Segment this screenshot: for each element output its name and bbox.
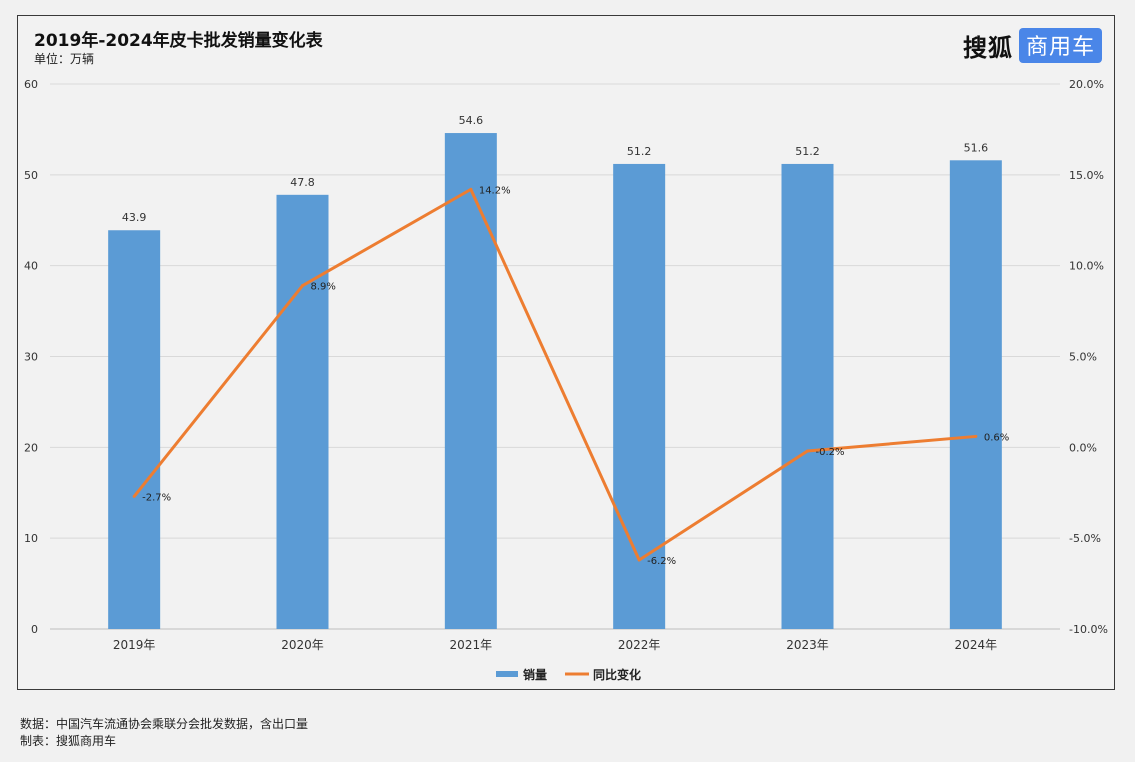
unit-label: 单位：万辆: [34, 52, 95, 66]
line-data-label: -6.2%: [647, 556, 676, 567]
line-point: [132, 494, 136, 498]
chart-frame: 2019年-2024年皮卡批发销量变化表 单位：万辆 搜狐 商用车: [17, 15, 1115, 690]
y-left-tick-label: 40: [24, 260, 38, 273]
line-data-label: -2.7%: [142, 492, 171, 503]
logo-text: 搜狐: [962, 33, 1013, 62]
legend-label-line: 同比变化: [593, 667, 641, 682]
bar: [276, 194, 329, 630]
y-left-tick-label: 60: [24, 78, 38, 91]
source-note: 数据：中国汽车流通协会乘联分会批发数据，含出口量: [20, 717, 309, 731]
x-tick-label: 2022年: [618, 638, 661, 652]
x-tick-label: 2019年: [113, 638, 156, 652]
y-right-tick-label: 0.0%: [1069, 441, 1097, 454]
maker-note: 制表：搜狐商用车: [20, 734, 117, 748]
x-tick-label: 2023年: [786, 638, 829, 652]
line-point: [469, 187, 473, 191]
line-data-label: 8.9%: [311, 282, 336, 293]
bar: [108, 230, 161, 629]
y-right-tick-label: 15.0%: [1069, 169, 1104, 182]
logo: 搜狐 商用车: [963, 28, 1102, 63]
line-data-label: -0.2%: [816, 447, 845, 458]
bar-data-label: 51.6: [964, 141, 989, 154]
chart-title: 2019年-2024年皮卡批发销量变化表: [34, 31, 323, 51]
bar: [444, 133, 497, 630]
line-data-label: 14.2%: [479, 185, 511, 196]
y-left-tick-label: 30: [24, 351, 38, 364]
line-data-label: 0.6%: [984, 432, 1009, 443]
footer: 数据：中国汽车流通协会乘联分会批发数据，含出口量 制表：搜狐商用车: [20, 716, 308, 750]
legend-label-bars: 销量: [523, 667, 547, 682]
bar-data-label: 47.8: [290, 176, 315, 189]
y-left-tick-label: 50: [24, 169, 38, 182]
line-series-yoy: [132, 187, 976, 562]
legend-swatch-bars: [496, 671, 518, 677]
line-point: [301, 284, 304, 288]
bar: [781, 163, 834, 629]
y-right-tick-label: -10.0%: [1069, 623, 1108, 636]
y-right-tick-label: -5.0%: [1069, 532, 1101, 545]
y-right-tick-label: 5.0%: [1069, 351, 1097, 364]
bar-data-label: 43.9: [122, 211, 147, 224]
line-point: [637, 558, 641, 562]
line-point: [974, 434, 978, 438]
logo-badge: 商用车: [1018, 28, 1102, 63]
y-left-tick-label: 20: [24, 441, 38, 454]
y-right-tick-label: 20.0%: [1069, 78, 1104, 91]
bar-data-label: 54.6: [459, 114, 484, 127]
y-left-tick-label: 0: [31, 623, 38, 636]
bar-data-label: 51.2: [795, 145, 820, 158]
bar: [613, 163, 666, 629]
x-tick-label: 2021年: [450, 638, 493, 652]
bar: [949, 160, 1002, 630]
bar-data-label: 51.2: [627, 145, 652, 158]
y-right-tick-label: 10.0%: [1069, 260, 1104, 273]
x-tick-label: 2020年: [281, 638, 324, 652]
line-point: [806, 449, 809, 453]
y-left-tick-label: 10: [24, 532, 38, 545]
x-tick-label: 2024年: [955, 638, 998, 652]
